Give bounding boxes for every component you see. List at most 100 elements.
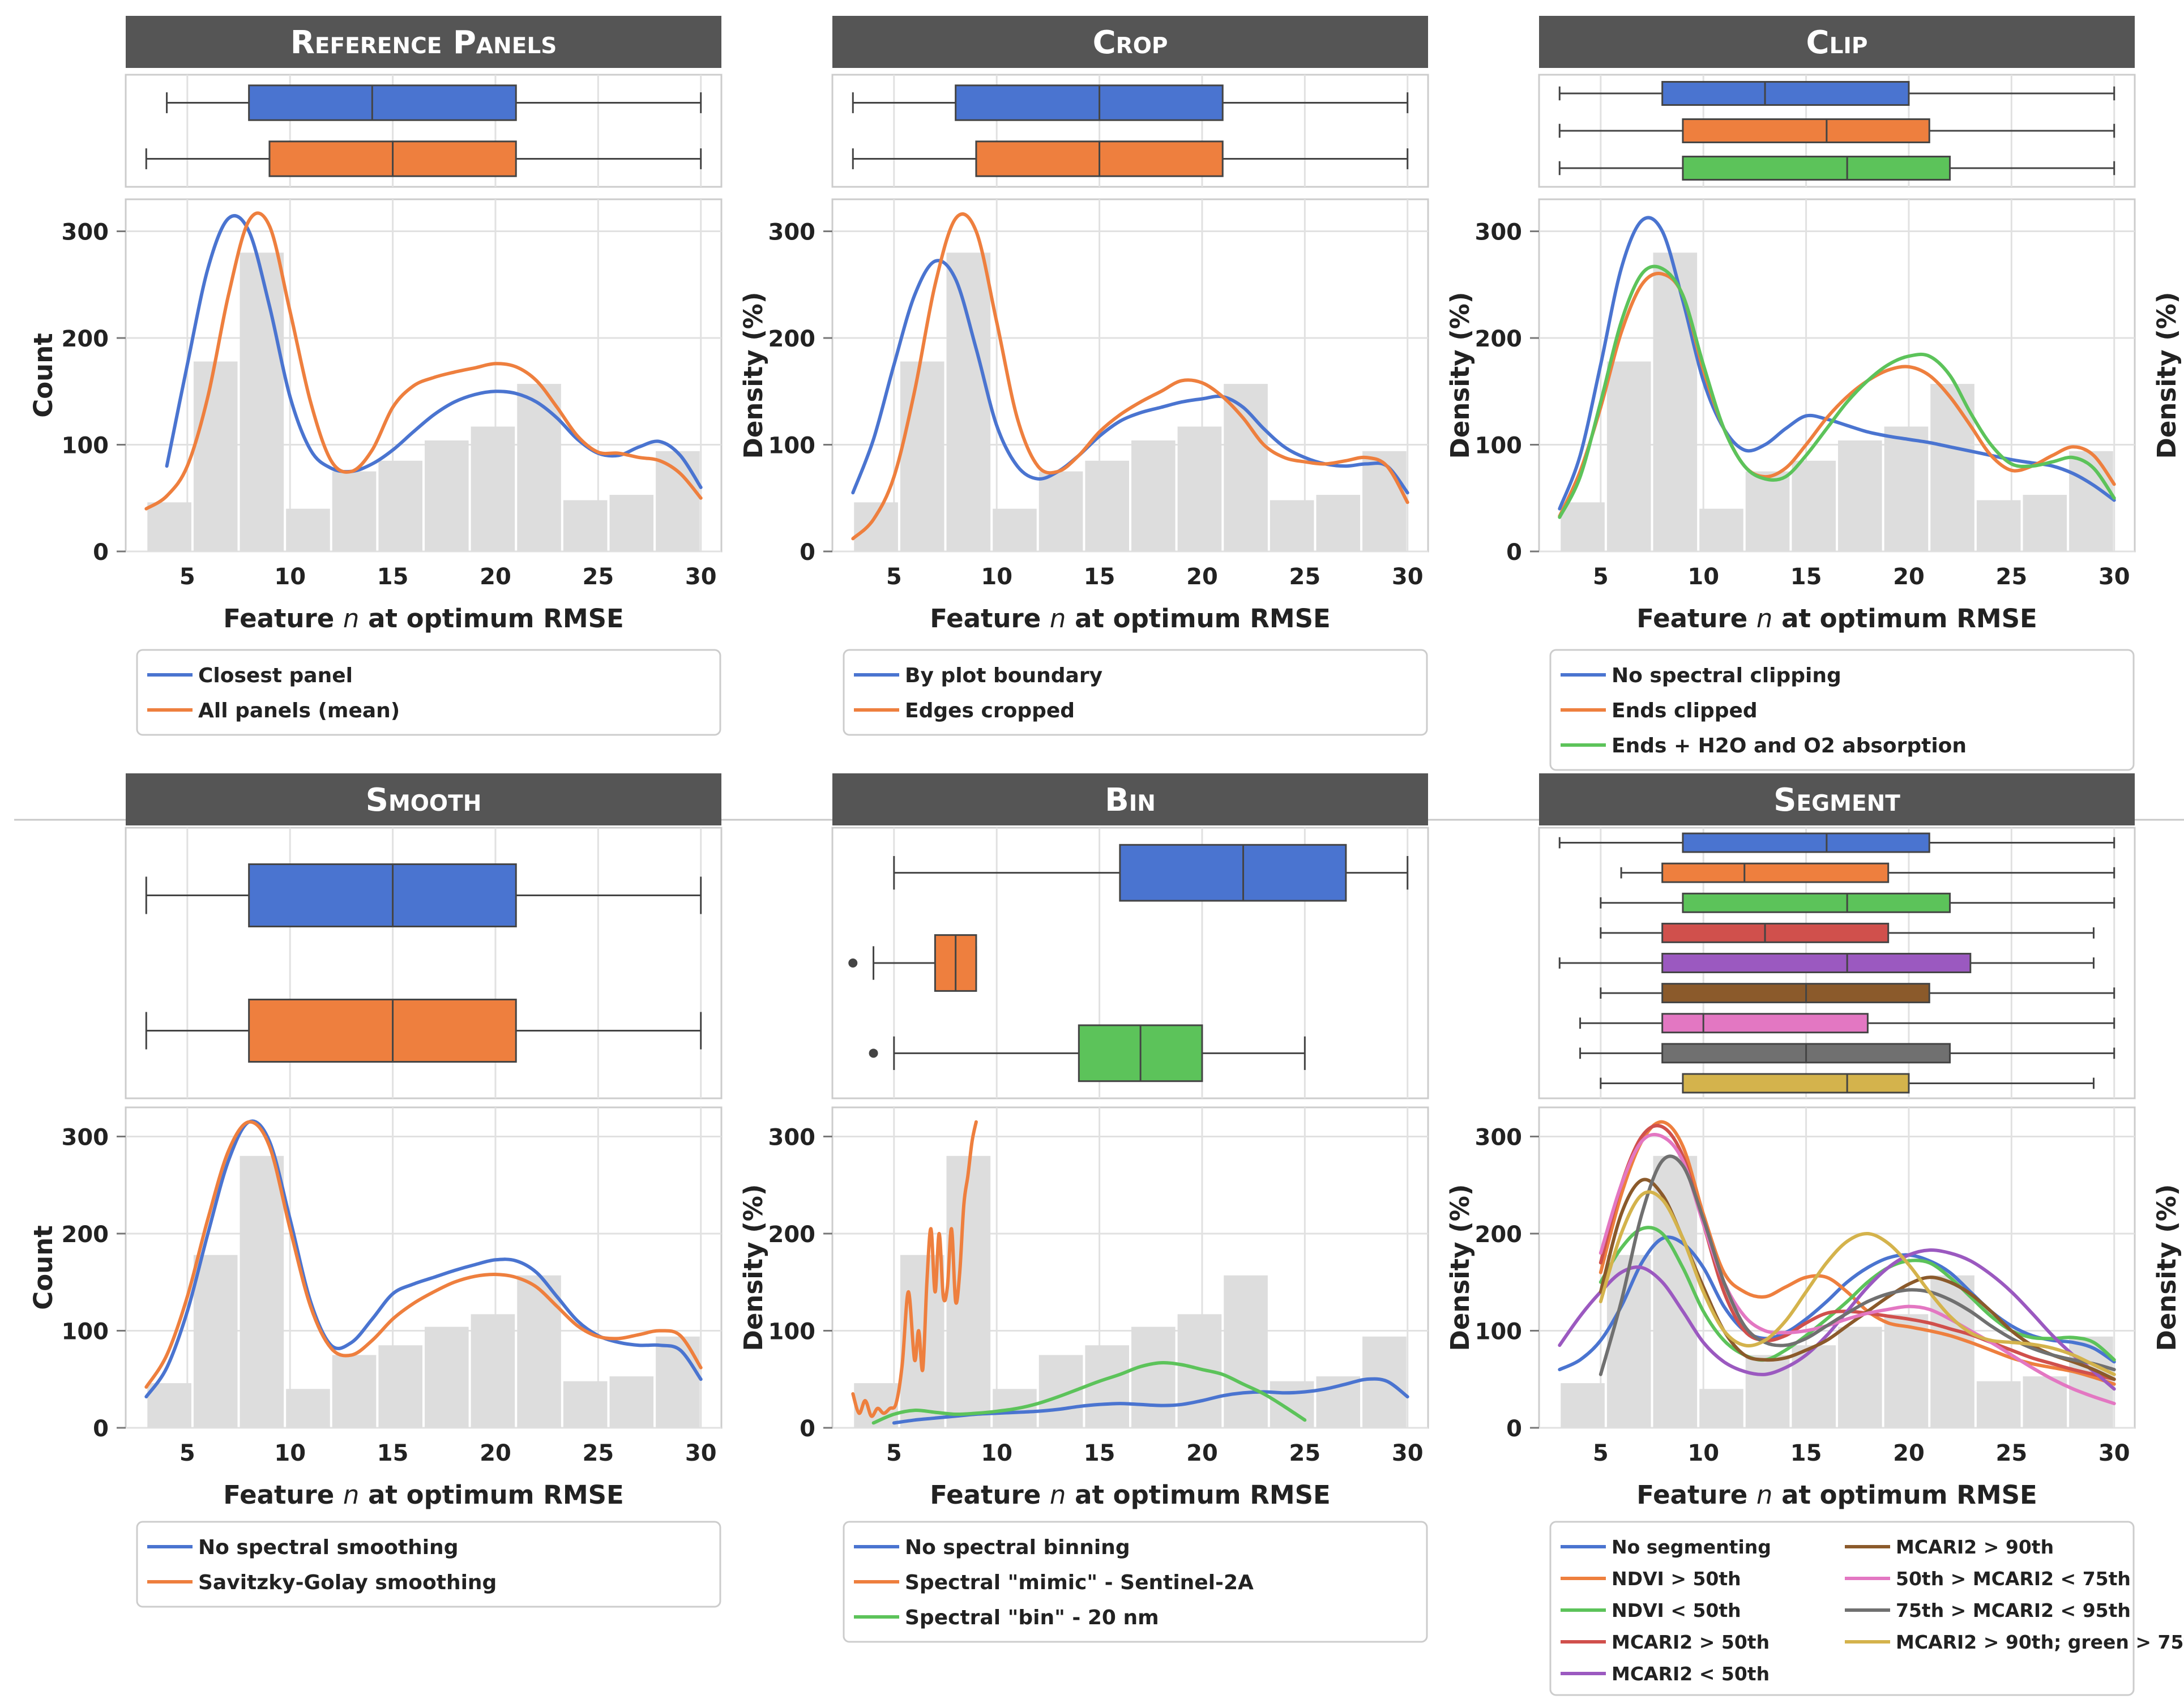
hist-bar (378, 1345, 422, 1428)
hist-bar (332, 471, 377, 551)
y-tick-label: 200 (62, 326, 109, 352)
legend-label: MCARI2 < 50th (1612, 1663, 1770, 1685)
y-tick-label: 100 (1475, 433, 1523, 459)
box-iqr (1119, 844, 1347, 902)
legend-label: NDVI > 50th (1612, 1568, 1741, 1590)
hist-bar (1085, 460, 1129, 551)
hist-bar (240, 1156, 284, 1428)
legend-label: No segmenting (1612, 1536, 1771, 1558)
x-axis-label-var: n (343, 604, 360, 634)
box-1 (852, 140, 1409, 177)
panel-title: Smooth (366, 782, 482, 819)
box-3 (1600, 922, 2095, 943)
box-iqr (1682, 832, 1930, 853)
box-8 (1600, 1073, 2095, 1094)
y-axis-label-right: Density (%) (1445, 1184, 1475, 1351)
legend-label: By plot boundary (905, 664, 1102, 687)
box-1 (145, 140, 702, 177)
x-axis-label: Feature n at optimum RMSE (223, 1480, 624, 1510)
y-tick-label: 100 (768, 1319, 816, 1345)
legend-frame (1549, 1521, 2135, 1696)
hist-bar (1085, 1345, 1129, 1428)
kde-line-4 (1558, 1248, 2116, 1391)
x-axis-label-prefix: Feature (930, 1480, 1050, 1510)
hist-bar (1270, 1381, 1314, 1428)
legend-label: Ends + H2O and O2 absorption (1612, 734, 1967, 758)
hist-bar (1362, 1336, 1407, 1428)
x-tick-label: 10 (981, 1440, 1012, 1466)
x-axis-label-prefix: Feature (1636, 1480, 1756, 1510)
box-outlier (848, 958, 858, 968)
hist-bar (1561, 1383, 1605, 1428)
hist-bar (1699, 1389, 1743, 1428)
box-4 (1558, 953, 2095, 973)
x-axis-label: Feature n at optimum RMSE (1636, 1480, 2037, 1510)
panel-header (832, 16, 1428, 68)
hist-bar (563, 500, 608, 551)
y-tick-label: 200 (62, 1222, 109, 1248)
hist-bar (1224, 1275, 1268, 1428)
x-tick-label: 15 (377, 564, 409, 590)
panel-header (126, 773, 721, 825)
kde-line-0 (851, 259, 1409, 495)
y-axis-label-right: Density (%) (1445, 292, 1475, 459)
hist-bar (1838, 440, 1882, 551)
x-tick-label: 5 (179, 1440, 195, 1466)
hist-bar (1745, 471, 1790, 551)
box-6 (1579, 1013, 2115, 1034)
box-iqr (1661, 953, 1972, 973)
x-axis-label-var: n (1756, 1480, 1773, 1510)
legend-label: Edges cropped (905, 699, 1075, 722)
y-tick-label: 200 (1475, 1222, 1523, 1248)
x-axis-label-suffix: at optimum RMSE (1772, 1480, 2037, 1510)
kde-line-1 (1558, 272, 2116, 518)
panel-header (1539, 16, 2135, 68)
x-axis-label-suffix: at optimum RMSE (1066, 604, 1330, 634)
x-tick-label: 10 (274, 564, 306, 590)
y-tick-label: 300 (62, 220, 109, 246)
kde-line-6 (1599, 1132, 2116, 1406)
x-tick-label: 15 (377, 1440, 409, 1466)
box-0 (852, 84, 1409, 121)
box-0 (1558, 81, 2115, 106)
x-tick-label: 20 (1186, 1440, 1218, 1466)
x-tick-label: 10 (1687, 1440, 1719, 1466)
hist-bar (378, 460, 422, 551)
hist-bar (1792, 460, 1836, 551)
hist-bar (1270, 500, 1314, 551)
box-iqr (1682, 1073, 1910, 1094)
hist-bar (425, 440, 469, 551)
hist-bar (1606, 361, 1651, 551)
hist-bar (1177, 426, 1222, 551)
y-tick-label: 0 (800, 1416, 815, 1442)
box-1 (848, 934, 977, 992)
hist-bar (1038, 471, 1083, 551)
hist-bar (1362, 451, 1407, 551)
panel-header (126, 16, 721, 68)
legend-frame (136, 649, 721, 736)
hist-bar (1838, 1326, 1882, 1428)
hist-bar (286, 508, 330, 551)
legend: By plot boundary Edges cropped (843, 649, 1428, 736)
hist-bar (563, 1381, 608, 1428)
x-tick-label: 20 (480, 564, 511, 590)
hist-bar (1316, 495, 1361, 551)
y-axis-label-right: Density (%) (2152, 1184, 2182, 1351)
x-tick-label: 5 (1593, 1440, 1609, 1466)
legend: No segmenting NDVI > 50th NDVI < 50th MCARI… (1549, 1521, 2184, 1696)
hist-bar (1976, 500, 2021, 551)
box-5 (1600, 983, 2115, 1004)
x-axis-label: Feature n at optimum RMSE (223, 604, 624, 634)
kde-line-0 (1558, 216, 2116, 511)
x-tick-label: 30 (685, 564, 717, 590)
kde-line-2 (1599, 1226, 2116, 1362)
hist-bar (1930, 384, 1974, 551)
box-iqr (248, 84, 517, 121)
y-axis-label-right: Density (%) (738, 292, 768, 459)
hist-bar (2023, 495, 2067, 551)
x-axis-label-prefix: Feature (930, 604, 1050, 634)
